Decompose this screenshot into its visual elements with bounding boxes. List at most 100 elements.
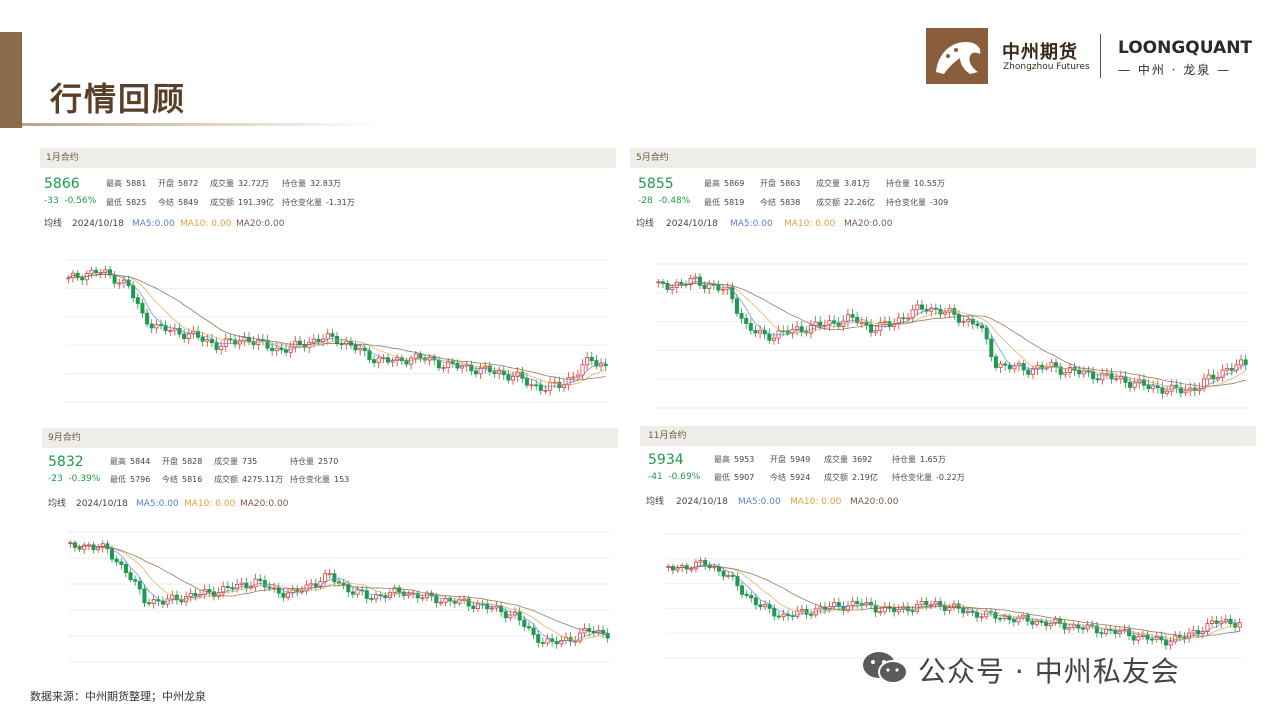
candle-body [1067, 366, 1072, 373]
candle-body [450, 361, 455, 364]
candle-body [1067, 626, 1072, 630]
candle-body [1225, 367, 1230, 371]
candle-body [223, 338, 228, 347]
ma-date: 2024/10/18 [676, 497, 728, 507]
candle-body [545, 638, 550, 644]
oi-change-value: 持仓变化量 153 [290, 475, 350, 484]
candle-body [721, 288, 726, 291]
candle-body [961, 320, 966, 323]
last-price: 5832 [48, 454, 84, 470]
candle-body [1160, 387, 1165, 394]
candle-body [573, 640, 578, 643]
candle-body [1168, 641, 1173, 646]
candle-body [1100, 373, 1105, 381]
candle-body [577, 632, 582, 642]
candle-body [1206, 374, 1211, 380]
candle-body [1094, 625, 1099, 634]
high-value: 最高 5869 [704, 179, 745, 188]
candle-body [397, 587, 402, 593]
candle-body [1095, 378, 1100, 381]
candle-body [123, 564, 128, 574]
candle-body [855, 601, 860, 605]
candle-body [1151, 385, 1156, 390]
candle-body [441, 367, 446, 369]
candle-body [332, 573, 337, 583]
candle-body [327, 573, 332, 576]
candle-body [693, 276, 698, 279]
turnover-value: 成交额 4275.11万 [214, 475, 284, 484]
ma10-line [68, 273, 606, 386]
candle-body [188, 593, 193, 597]
candle-body [409, 357, 414, 365]
ma5-line [70, 542, 608, 643]
ma-row: 均线 2024/10/18 MA5:0.00 MA10: 0.00 MA20:0… [630, 214, 1256, 234]
candle-body [809, 613, 814, 616]
candle-body [1210, 620, 1215, 624]
candle-body [947, 607, 952, 611]
candle-body [487, 365, 492, 373]
candle-body [214, 342, 219, 351]
candle-body [970, 611, 975, 613]
candle-body [1163, 639, 1168, 646]
candle-body [943, 311, 948, 315]
candle-body [446, 361, 451, 368]
oi-value: 持仓量 1.65万 [892, 455, 946, 464]
candle-body [744, 318, 749, 324]
candle-body [924, 601, 929, 606]
candle-body [1223, 618, 1228, 622]
candle-body [520, 371, 525, 379]
candle-body [965, 611, 970, 614]
quote-block: 5832 -23 -0.39% 最高 5844 最低 5796 开盘 5828 今结 5… [42, 448, 618, 494]
candle-body [753, 329, 758, 334]
candle-body [721, 570, 726, 577]
candle-body [374, 594, 379, 600]
candle-body [258, 578, 263, 581]
oi-change-value: 持仓变化量 -309 [886, 198, 949, 207]
candle-body [346, 584, 351, 593]
ma20-line [68, 273, 606, 381]
candle-body [818, 321, 823, 327]
candle-body [901, 317, 906, 320]
candle-body [906, 317, 911, 320]
candle-body [147, 602, 152, 605]
candle-body [1002, 615, 1007, 619]
candle-body [873, 330, 878, 333]
candle-body [998, 617, 1003, 620]
settle-value: 今结 5924 [770, 473, 811, 482]
candle-body [882, 321, 887, 324]
candle-body [460, 365, 465, 369]
candle-body [772, 607, 777, 617]
candle-body [771, 337, 776, 341]
candle-body [1136, 636, 1141, 641]
candle-body [1205, 623, 1210, 632]
candle-body [168, 329, 173, 332]
candle-body [735, 576, 740, 587]
candle-body [758, 329, 763, 334]
candle-body [515, 371, 520, 377]
candle-body [1196, 630, 1201, 634]
candle-body [1062, 622, 1067, 630]
candle-body [75, 272, 80, 279]
contract-panel-nov: 11月合约 5934 -41 -0.69% 最高 5953 最低 5907 开盘 59… [640, 426, 1256, 659]
ma-label: 均线 [44, 219, 63, 229]
candle-body [77, 547, 82, 550]
candle-body [508, 614, 513, 619]
candle-body [864, 321, 869, 326]
ma10-value: MA10: 0.00 [184, 499, 236, 509]
candle-body [919, 304, 924, 310]
candle-body [334, 335, 340, 344]
ma-row: 均线 2024/10/18 MA5:0.00 MA10: 0.00 MA20:0… [42, 494, 618, 514]
candle-body [1030, 368, 1035, 375]
candle-body [1077, 369, 1082, 375]
candle-body [313, 583, 318, 587]
open-value: 开盘 5949 [770, 455, 811, 464]
candle-body [80, 277, 85, 281]
candle-body [836, 322, 841, 327]
ma20-value: MA20:0.00 [240, 499, 289, 509]
candle-body [82, 544, 87, 550]
last-price: 5934 [648, 452, 684, 468]
candle-body [341, 582, 346, 586]
candle-body [478, 367, 483, 375]
candle-body [993, 356, 998, 368]
candle-body [670, 287, 675, 290]
